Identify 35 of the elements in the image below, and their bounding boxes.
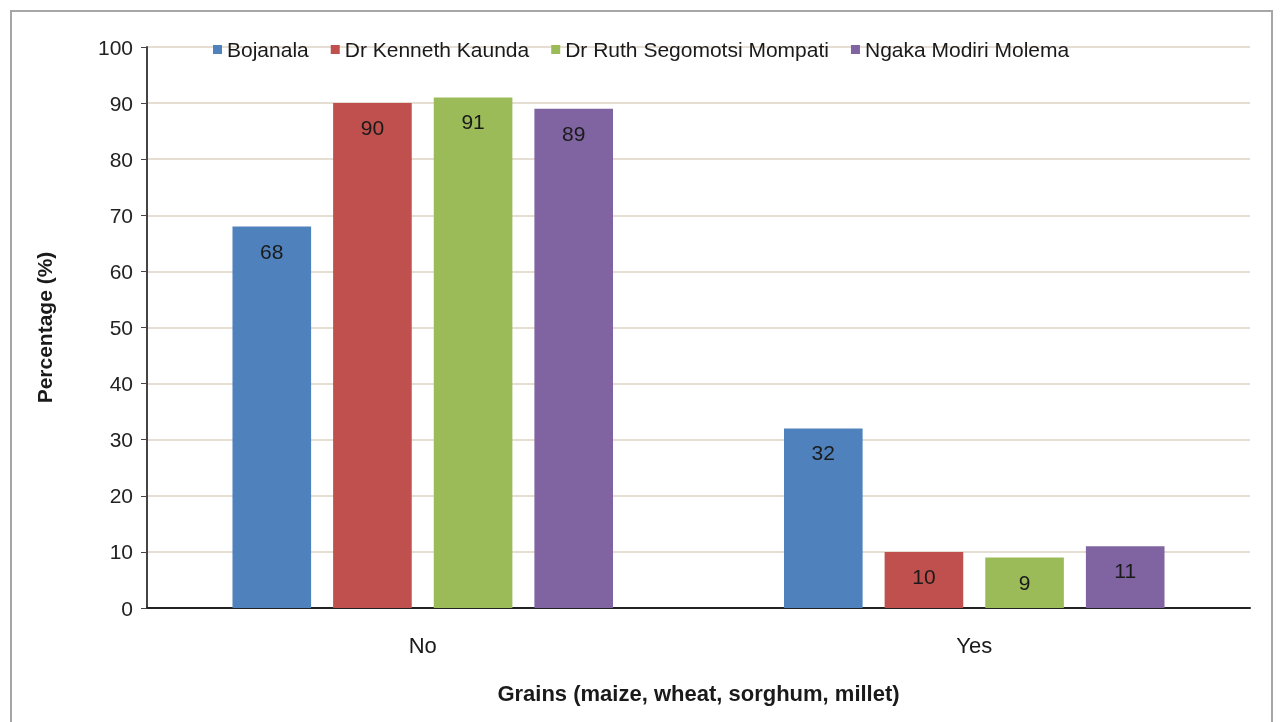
y-tick-label: 90 xyxy=(109,91,133,115)
bar xyxy=(333,103,412,608)
bar xyxy=(985,557,1064,608)
y-tick-label: 40 xyxy=(109,372,133,396)
legend-label: Ngaka Modiri Molema xyxy=(864,38,1070,61)
y-axis-title: Percentage (%) xyxy=(33,251,56,404)
y-tick-label: 0 xyxy=(121,596,133,620)
data-label: 9 xyxy=(1018,570,1031,594)
y-tick-label: 70 xyxy=(109,203,133,227)
data-label: 68 xyxy=(260,239,284,263)
data-label: 89 xyxy=(562,121,586,145)
data-label: 91 xyxy=(461,110,485,134)
bar xyxy=(534,108,614,608)
y-tick-label: 30 xyxy=(109,428,133,452)
y-tick-label: 100 xyxy=(97,35,133,59)
legend-label: Bojanala xyxy=(227,38,310,61)
bar xyxy=(433,97,513,608)
x-tick-label: No xyxy=(408,632,437,658)
legend-label: Dr Kenneth Kaunda xyxy=(344,38,530,61)
data-label: 32 xyxy=(811,441,835,465)
data-label: 90 xyxy=(360,116,385,140)
x-axis-title: Grains (maize, wheat, sorghum, millet) xyxy=(497,680,900,706)
bar xyxy=(884,551,964,608)
bar xyxy=(783,428,863,608)
bar xyxy=(232,226,312,608)
y-tick-label: 20 xyxy=(109,484,133,508)
legend-label: Dr Ruth Segomotsi Mompati xyxy=(565,38,829,61)
x-tick-label: Yes xyxy=(956,632,993,658)
y-tick-label: 60 xyxy=(109,259,133,283)
bar xyxy=(1085,546,1165,608)
y-tick-label: 10 xyxy=(109,540,133,564)
y-tick-label: 50 xyxy=(109,316,133,339)
data-label: 11 xyxy=(1114,559,1137,583)
y-tick-label: 80 xyxy=(109,147,133,171)
data-label: 10 xyxy=(912,564,936,588)
